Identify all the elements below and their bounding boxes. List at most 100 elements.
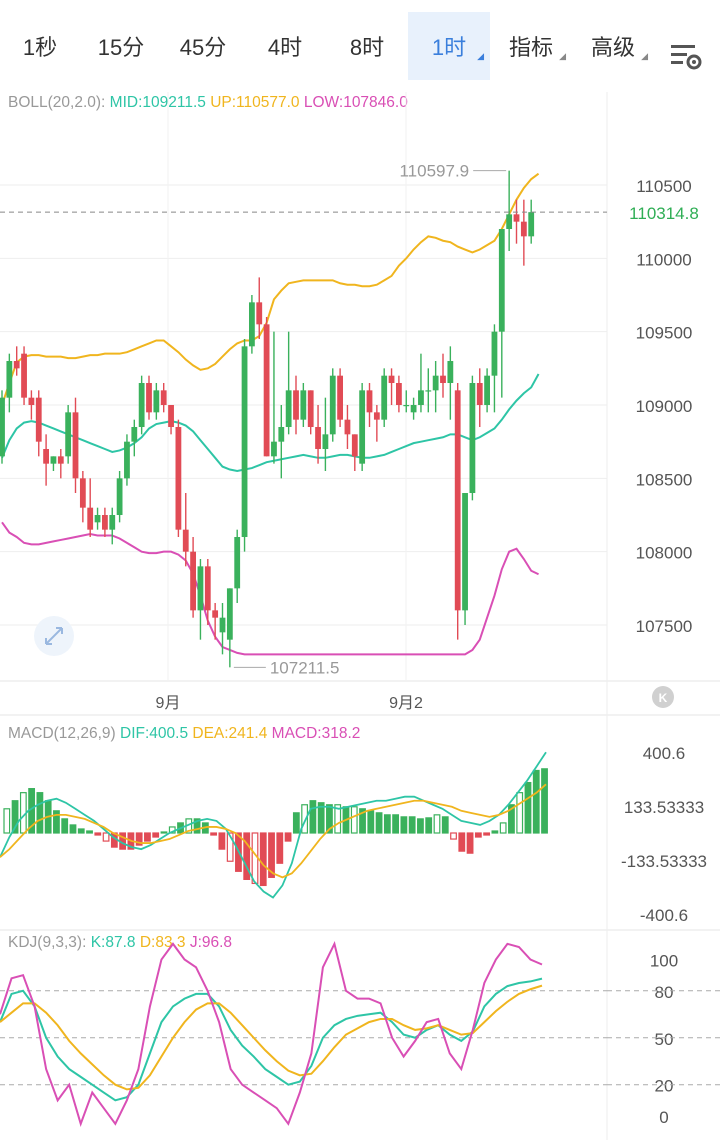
macd-bar bbox=[400, 816, 408, 834]
macd-bar bbox=[210, 832, 218, 836]
candle-body bbox=[72, 412, 79, 479]
macd-bar bbox=[499, 822, 507, 834]
macd-bar bbox=[326, 804, 333, 834]
macd-dea-line bbox=[0, 783, 547, 879]
boll-low-line bbox=[1, 521, 539, 656]
kline-chart-area[interactable]: 110500 110000 109500 109000 108500 108000 1075… bbox=[0, 92, 720, 1140]
candle-body bbox=[102, 515, 108, 530]
macd-info: MACD(12,26,9) DIF:400.5 DEA:241.4 MACD:3… bbox=[8, 725, 360, 743]
tab-1s[interactable]: 1秒 bbox=[0, 12, 80, 80]
dropdown-triangle-icon: ◢ bbox=[641, 51, 648, 61]
boll-mid: MID:109211.5 bbox=[109, 94, 206, 111]
macd-bar bbox=[532, 769, 540, 834]
boll-up-line bbox=[1, 172, 540, 406]
macd-dif: DIF:400.5 bbox=[120, 725, 189, 742]
macd-bar bbox=[86, 830, 93, 834]
candle-body bbox=[322, 434, 329, 450]
macd-bar bbox=[408, 816, 416, 834]
high-price-label: 110597.9 bbox=[399, 162, 469, 181]
macd-bar bbox=[417, 818, 424, 834]
y-tick-label: 109000 bbox=[636, 397, 693, 416]
candle-body bbox=[219, 617, 226, 633]
kdj-tick-label: 80 bbox=[655, 983, 674, 1002]
candle-body bbox=[160, 390, 167, 406]
tab-label: 8时 bbox=[349, 35, 385, 60]
candle-body bbox=[175, 427, 182, 530]
candle-body bbox=[182, 529, 189, 552]
candle-body bbox=[212, 610, 219, 618]
macd-tick-label: -133.53333 bbox=[621, 852, 707, 871]
macd-bar bbox=[317, 802, 325, 834]
candle-body bbox=[462, 493, 468, 611]
candle-body bbox=[6, 361, 13, 398]
y-tick-label: 110500 bbox=[636, 177, 691, 196]
macd-bar bbox=[69, 824, 77, 834]
candle-body bbox=[388, 375, 395, 384]
macd-bar bbox=[359, 808, 366, 834]
candle-body bbox=[285, 390, 292, 428]
candle-body bbox=[498, 229, 505, 332]
boll-mid-line bbox=[1, 373, 540, 473]
tab-45m[interactable]: 45分 bbox=[162, 12, 244, 80]
kdj-k: K:87.8 bbox=[90, 934, 136, 951]
macd-bar bbox=[491, 830, 499, 834]
candle-body bbox=[21, 353, 27, 398]
chart-settings-icon[interactable] bbox=[668, 40, 704, 76]
logo-icon: K bbox=[659, 691, 668, 705]
candle-body bbox=[79, 478, 86, 508]
candle-body bbox=[271, 441, 277, 457]
candle-body bbox=[307, 390, 314, 428]
low-price-label: 107211.5 bbox=[270, 658, 340, 677]
macd-bar bbox=[350, 806, 358, 834]
macd-tick-label: 133.53333 bbox=[624, 798, 704, 817]
macd-bar bbox=[77, 828, 85, 834]
kdj-name: KDJ(9,3,3): bbox=[8, 934, 87, 951]
macd-bar bbox=[3, 808, 11, 834]
candle-body bbox=[256, 302, 263, 325]
candle-body bbox=[43, 449, 49, 464]
candle-body bbox=[131, 427, 138, 442]
candle-body bbox=[87, 507, 94, 530]
candle-body bbox=[396, 383, 402, 406]
macd-bar bbox=[160, 831, 168, 834]
macd-bar bbox=[292, 812, 300, 834]
candle-body bbox=[300, 390, 307, 420]
boll-info: BOLL(20,2.0): MID:109211.5 UP:110577.0 L… bbox=[8, 94, 408, 112]
current-price-tag-bg bbox=[610, 197, 718, 228]
tab-8h[interactable]: 8时 bbox=[326, 12, 408, 80]
candle-body bbox=[373, 412, 380, 420]
macd-bar bbox=[102, 832, 110, 842]
macd-bar bbox=[53, 810, 60, 834]
tab-label: 45分 bbox=[179, 35, 227, 60]
macd-bar bbox=[218, 832, 226, 850]
tab-4h[interactable]: 4时 bbox=[244, 12, 326, 80]
candle-body bbox=[13, 361, 20, 369]
tab-advanced[interactable]: 高级 ◢ bbox=[572, 12, 654, 80]
x-axis-label: 9月 bbox=[156, 695, 181, 712]
macd-bar bbox=[309, 800, 317, 834]
candle-body bbox=[440, 375, 446, 384]
tab-1h[interactable]: 1时 ◢ bbox=[408, 12, 490, 80]
macd-bar bbox=[268, 832, 275, 878]
tab-indicators[interactable]: 指标 ◢ bbox=[490, 12, 572, 80]
dropdown-triangle-icon: ◢ bbox=[477, 51, 484, 61]
tab-label: 1秒 bbox=[22, 35, 58, 60]
tab-15m[interactable]: 15分 bbox=[80, 12, 162, 80]
candle-body bbox=[366, 390, 373, 413]
macd-bar bbox=[375, 812, 383, 834]
period-tab-bar: 1秒 15分 45分 4时 8时 1时 ◢ 指标 ◢ 高级 ◢ bbox=[0, 0, 720, 92]
candle-body bbox=[146, 383, 152, 413]
macd-bar bbox=[367, 810, 375, 834]
candle-body bbox=[109, 515, 116, 530]
candle-body bbox=[454, 390, 461, 611]
macd-bar bbox=[458, 832, 466, 852]
candle-body bbox=[476, 383, 483, 406]
candle-body bbox=[204, 566, 211, 611]
tab-label: 高级 bbox=[590, 35, 635, 60]
kdj-info: KDJ(9,3,3): K:87.8 D:83.3 J:96.8 bbox=[8, 934, 232, 952]
kdj-j-line bbox=[0, 940, 543, 1128]
candle-body bbox=[484, 375, 490, 406]
candle-body bbox=[234, 537, 241, 589]
macd-bar bbox=[301, 804, 309, 834]
macd-name: MACD(12,26,9) bbox=[8, 725, 116, 742]
